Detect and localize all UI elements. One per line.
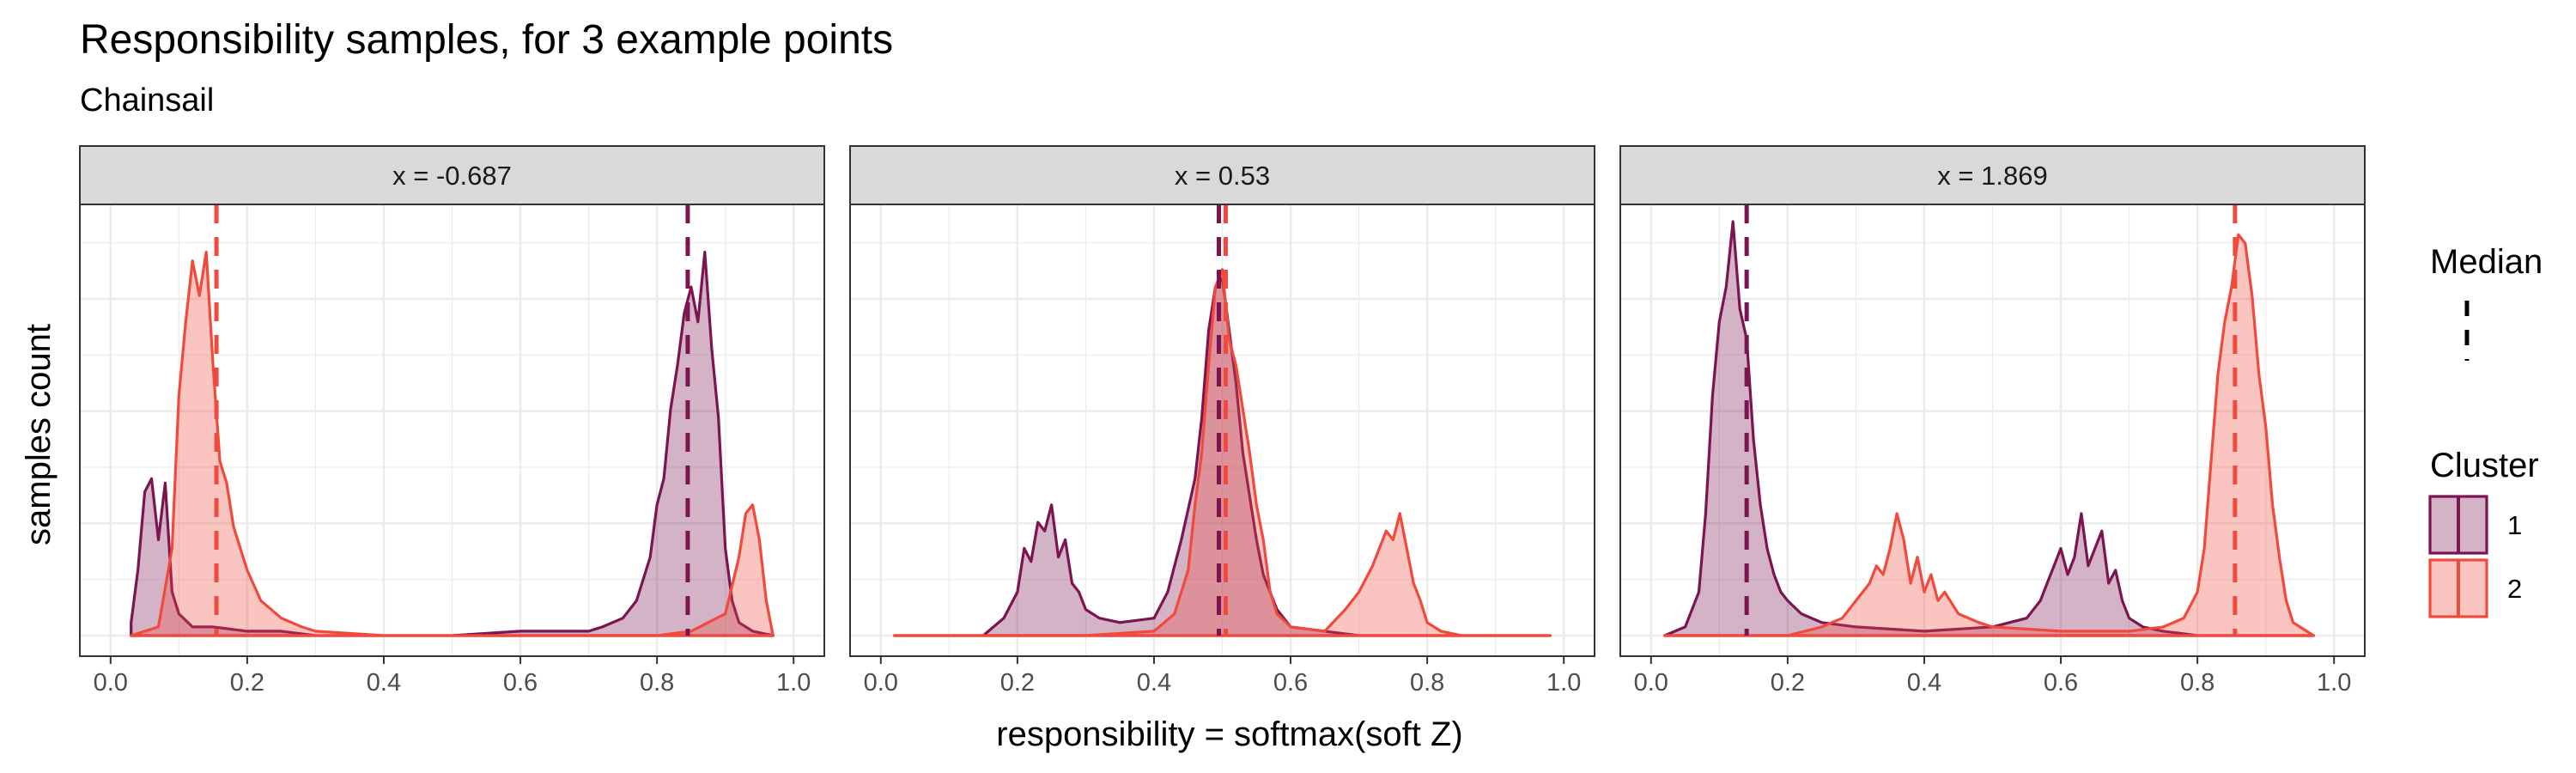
facet-strip-label: x = 1.869 <box>1937 161 2047 191</box>
panel-border <box>1619 204 2366 657</box>
grid <box>80 204 824 656</box>
x-tick-label: 0.4 <box>367 669 401 697</box>
panel-border <box>849 204 1595 657</box>
density-area-cluster-1 <box>1663 220 2315 637</box>
x-tick-label: 0.8 <box>1410 669 1444 697</box>
x-axis-label: responsibility = softmax(soft Z) <box>996 715 1463 753</box>
facet-strip <box>79 145 825 205</box>
density-area-cluster-2 <box>130 250 775 637</box>
panel-2: x = 0.53 0.0 0.2 0.4 0.6 0.8 1.0 <box>849 145 1595 697</box>
density-area-cluster-2 <box>1663 233 2315 637</box>
legend: Median Cluster 12 <box>2428 243 2543 618</box>
legend-label: 1 <box>2507 510 2522 540</box>
legend-key-cluster-1: 1 <box>2428 495 2522 555</box>
x-tick-label: 0.2 <box>230 669 264 697</box>
x-tick-label: 1.0 <box>1546 669 1581 697</box>
x-tick-label: 0.0 <box>1634 669 1668 697</box>
facet-panels: x = -0.687 0.0 0.2 0.4 0.6 0.8 1.0 x = 0.53 0.0 0… <box>79 145 2366 697</box>
legend-cluster-keys: 12 <box>2428 495 2522 618</box>
x-tick-label: 0.0 <box>864 669 898 697</box>
x-tick-label: 0.6 <box>1273 669 1308 697</box>
legend-median-title: Median <box>2430 243 2543 281</box>
panel-3: x = 1.869 0.0 0.2 0.4 0.6 0.8 1.0 <box>1619 145 2366 697</box>
density-area-cluster-1 <box>130 250 775 637</box>
x-tick-label: 0.0 <box>94 669 128 697</box>
x-tick-label: 0.2 <box>1771 669 1805 697</box>
x-tick-label: 0.8 <box>2180 669 2215 697</box>
y-axis-label: samples count <box>20 324 58 545</box>
density-area-cluster-1 <box>893 277 1552 637</box>
facet-strip-label: x = -0.687 <box>392 161 512 191</box>
x-tick-label: 1.0 <box>2317 669 2351 697</box>
legend-cluster-title: Cluster <box>2430 447 2539 484</box>
x-tick-label: 0.4 <box>1907 669 1941 697</box>
legend-key-cluster-2: 2 <box>2428 558 2522 618</box>
panel-border <box>79 204 825 657</box>
facet-strip <box>849 145 1595 205</box>
x-tick-label: 0.2 <box>1000 669 1035 697</box>
x-tick-label: 0.8 <box>640 669 674 697</box>
legend-label: 2 <box>2507 574 2522 604</box>
density-area-cluster-2 <box>893 268 1552 637</box>
x-tick-label: 0.6 <box>503 669 538 697</box>
x-tick-label: 0.4 <box>1137 669 1171 697</box>
facet-strip-label: x = 0.53 <box>1175 161 1270 191</box>
x-tick-label: 1.0 <box>776 669 811 697</box>
x-tick-label: 0.6 <box>2044 669 2078 697</box>
panel-1: x = -0.687 0.0 0.2 0.4 0.6 0.8 1.0 <box>79 145 825 697</box>
facet-strip <box>1619 145 2366 205</box>
chart-subtitle: Chainsail <box>80 82 214 119</box>
chart-title: Responsibility samples, for 3 example po… <box>80 17 893 63</box>
